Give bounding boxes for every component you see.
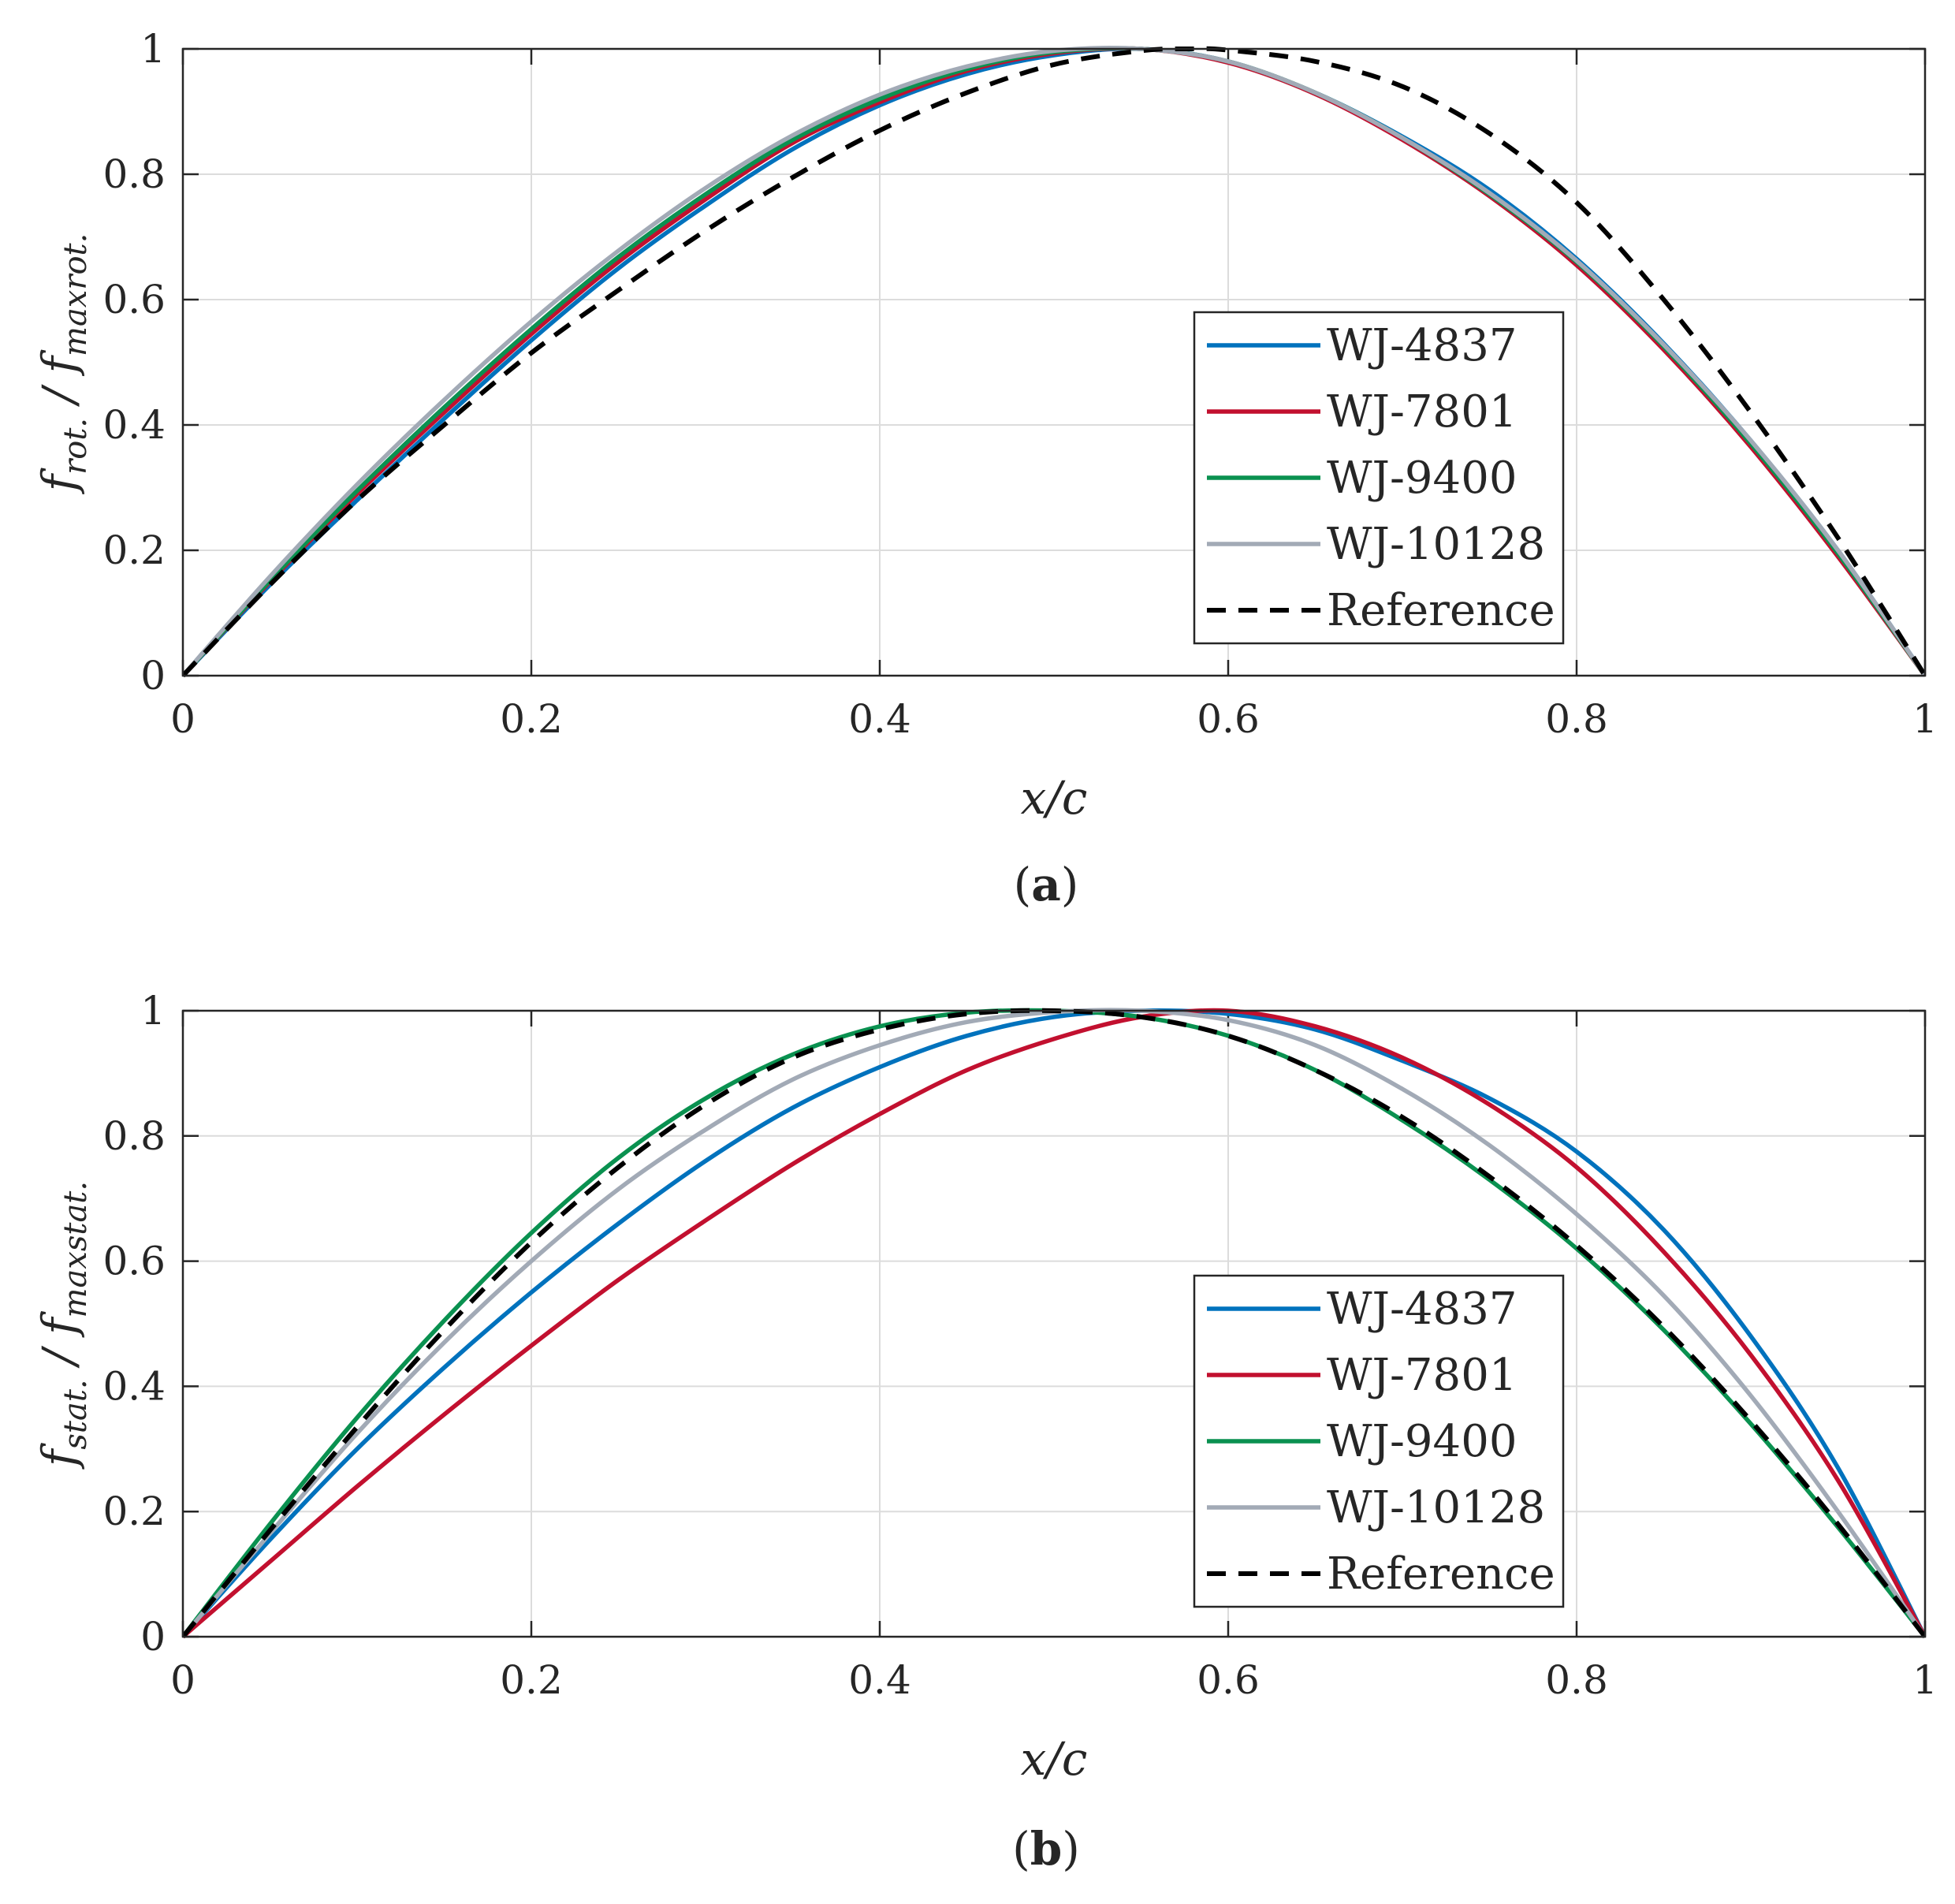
y-tick-label: 0.2 [102, 1489, 166, 1534]
y-tick-label: 1 [140, 988, 166, 1034]
y-tick-label: 0.2 [102, 527, 166, 573]
legend-label: Reference [1327, 1548, 1555, 1600]
x-tick-label: 0.6 [1197, 1657, 1260, 1703]
x-tick-label: 0.4 [848, 696, 911, 742]
y-tick-label: 0 [140, 1614, 166, 1660]
y-tick-label: 1 [140, 26, 166, 72]
x-axis-title: x/c [1021, 1732, 1088, 1786]
x-tick-label: 0.8 [1545, 696, 1608, 742]
legend-label: WJ-7801 [1327, 386, 1517, 438]
legend-label: WJ-10128 [1327, 1482, 1545, 1533]
y-tick-label: 0.4 [102, 402, 166, 448]
y-tick-label: 0.8 [102, 151, 166, 197]
x-tick-label: 0.4 [848, 1657, 911, 1703]
x-tick-label: 0.2 [500, 1657, 563, 1703]
legend-label: WJ-4837 [1327, 320, 1517, 371]
y-tick-label: 0.8 [102, 1113, 166, 1159]
legend-label: WJ-9400 [1327, 1416, 1517, 1467]
x-tick-label: 1 [1912, 696, 1938, 742]
legend-label: Reference [1327, 585, 1555, 636]
x-tick-label: 0.2 [500, 696, 563, 742]
x-axis-title: x/c [1021, 771, 1088, 825]
legend-label: WJ-7801 [1327, 1350, 1517, 1401]
y-tick-label: 0 [140, 653, 166, 699]
legend-label: WJ-9400 [1327, 453, 1517, 504]
legend: WJ-4837 WJ-7801 WJ-9400 WJ-10128 Reference [1193, 311, 1565, 645]
series-line-reference [183, 46, 1925, 678]
legend-label: WJ-4837 [1327, 1284, 1517, 1335]
y-axis-title: frot. / fmaxrot. [32, 233, 94, 495]
series-line-wj-7801 [183, 1008, 1925, 1639]
x-tick-label: 0.6 [1197, 696, 1260, 742]
axes-box [181, 47, 1927, 677]
x-tick-label: 0 [170, 696, 196, 742]
legend-label: WJ-10128 [1327, 519, 1545, 570]
panel-label: (a) [1014, 858, 1079, 911]
y-tick-label: 0.4 [102, 1363, 166, 1409]
x-tick-label: 1 [1912, 1657, 1938, 1703]
y-axis-title: fstat. / fmaxstat. [32, 1181, 94, 1470]
x-tick-label: 0 [170, 1657, 196, 1703]
plot-area [183, 1011, 1925, 1637]
x-tick-label: 0.8 [1545, 1657, 1608, 1703]
y-tick-label: 0.6 [102, 277, 166, 322]
chart-panel-a: 0 0.2 0.4 0.6 0.8 1 0 0.2 0.4 0.6 0.8 1 WJ-4837 WJ-78… [32, 26, 1938, 911]
axes-box [181, 1009, 1927, 1638]
plot-area [183, 49, 1925, 676]
panel-label: (b) [1012, 1822, 1080, 1876]
chart-panel-b: 0 0.2 0.4 0.6 0.8 1 0 0.2 0.4 0.6 0.8 1 WJ-4837 WJ-78… [32, 988, 1938, 1876]
series-line-wj-4837 [183, 1008, 1925, 1638]
legend: WJ-4837 WJ-7801 WJ-9400 WJ-10128 Reference [1193, 1274, 1565, 1608]
y-tick-label: 0.6 [102, 1239, 166, 1284]
series-line-wj-10128 [183, 46, 1925, 677]
